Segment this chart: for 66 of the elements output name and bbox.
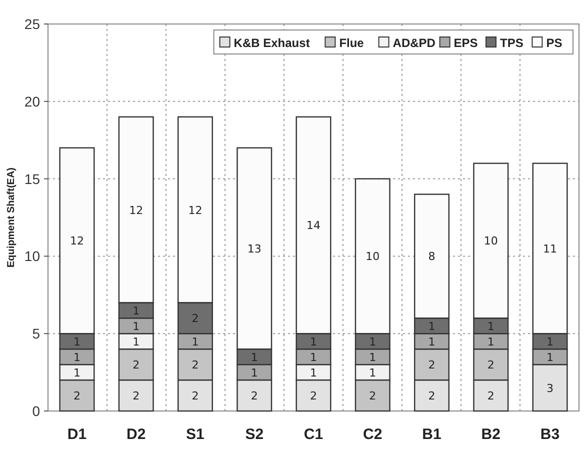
data-label: 1: [428, 335, 436, 348]
data-label: 1: [428, 320, 436, 333]
data-label: 10: [366, 250, 380, 264]
data-label: 2: [192, 312, 199, 326]
x-tick-label: C1: [304, 426, 324, 443]
x-tick-label: D1: [67, 426, 87, 443]
x-tick-label: B1: [422, 426, 442, 443]
data-label: 1: [73, 335, 80, 348]
y-tick-label: 10: [24, 248, 40, 264]
data-label: 12: [188, 204, 202, 217]
data-label: 1: [132, 335, 140, 348]
y-tick-label: 0: [32, 403, 40, 419]
legend-label: Flue: [339, 36, 364, 50]
x-tick-label: C2: [363, 426, 382, 443]
data-label: 10: [484, 234, 498, 248]
x-tick-label: S1: [186, 426, 204, 443]
x-tick-label: D2: [126, 426, 146, 443]
data-label: 1: [487, 335, 494, 348]
data-label: 1: [73, 350, 80, 364]
data-label: 2: [487, 390, 494, 403]
data-label: 12: [70, 234, 84, 248]
data-label: 1: [192, 335, 199, 348]
data-label: 2: [487, 358, 494, 372]
x-tick-label: B3: [540, 426, 560, 443]
y-tick-label: 20: [24, 93, 40, 110]
data-label: 13: [247, 242, 262, 256]
data-label: 1: [369, 366, 376, 380]
data-label: 3: [546, 382, 554, 395]
data-label: 12: [129, 204, 144, 217]
data-label: 8: [428, 250, 436, 264]
data-label: 2: [192, 358, 199, 372]
data-label: 1: [487, 320, 494, 333]
data-label: 1: [310, 350, 317, 364]
data-label: 1: [73, 366, 80, 380]
data-label: 2: [428, 358, 436, 372]
y-tick-label: 15: [24, 170, 40, 187]
x-tick-label: S2: [245, 426, 264, 443]
data-label: 1: [250, 350, 258, 364]
data-label: 1: [132, 320, 140, 333]
x-tick-label: B2: [481, 426, 500, 443]
data-label: 2: [310, 390, 317, 403]
legend-label: EPS: [454, 36, 478, 50]
legend-label: PS: [546, 36, 562, 50]
legend-label: TPS: [500, 36, 524, 50]
y-tick-label: 25: [24, 16, 40, 32]
y-tick-label: 5: [32, 326, 40, 342]
data-label: 11: [543, 242, 558, 256]
y-axis-title: Equipment Shaft(EA): [6, 168, 17, 268]
data-label: 1: [546, 335, 554, 348]
data-label: 2: [132, 390, 140, 403]
data-label: 1: [132, 304, 140, 318]
data-label: 1: [310, 335, 317, 348]
data-label: 2: [73, 390, 80, 403]
data-label: 2: [132, 358, 140, 372]
data-label: 2: [192, 390, 199, 403]
data-label: 2: [369, 390, 376, 403]
data-label: 1: [310, 366, 317, 380]
legend-label: K&B Exhaust: [234, 36, 310, 50]
data-label: 14: [306, 219, 320, 232]
data-label: 2: [250, 390, 258, 403]
data-label: 1: [369, 350, 376, 364]
data-label: 2: [428, 390, 436, 403]
data-label: 1: [250, 366, 258, 380]
data-label: 1: [369, 335, 376, 348]
data-label: 1: [546, 350, 554, 364]
legend-label: AD&PD: [392, 36, 436, 50]
